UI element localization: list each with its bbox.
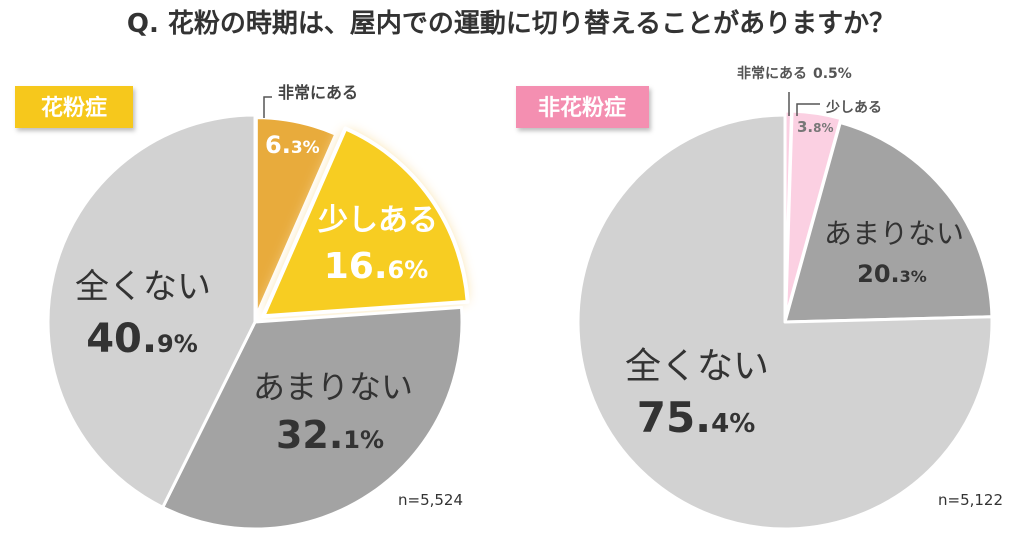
pie-non-hay-fever-slices xyxy=(576,109,994,531)
sample-size-right: n=5,122 xyxy=(938,491,1003,509)
value-not-much-left: 32.1% xyxy=(276,413,384,457)
value-not-at-all-left: 40.9% xyxy=(86,316,198,362)
page-title: Q. 花粉の時期は、屋内での運動に切り替えることがありますか？ xyxy=(127,8,895,39)
pie-slice-not-much-pieL xyxy=(161,305,464,531)
pie-hay-fever-slices xyxy=(46,113,470,531)
pie-chart-non-hay-fever: 非花粉症 非常にある 0.5% 少しある 3.8% あまりない 20.3% 全くな… xyxy=(516,65,1003,531)
badge-hay-fever xyxy=(15,86,133,128)
pie-slice-somewhat-pieL xyxy=(261,126,470,319)
label-very-often-right: 非常にある 0.5% xyxy=(737,65,852,82)
label-very-often-left: 非常にある xyxy=(278,83,358,102)
value-very-often-left: 6.3% xyxy=(265,131,320,159)
value-somewhat-left: 16.6% xyxy=(324,246,429,287)
pie-slice-not-much-pieR xyxy=(783,121,994,324)
label-not-at-all-left: 全くない xyxy=(75,267,211,307)
sample-size-left: n=5,524 xyxy=(398,491,463,509)
label-somewhat-right: 少しある xyxy=(825,99,882,116)
pie-slice-not-at-all-pieL xyxy=(46,113,257,509)
label-not-much-left: あまりない xyxy=(253,368,413,406)
callout-line-somewhat-right xyxy=(796,103,820,116)
pie-chart-hay-fever: 花粉症 非常にある 6.3% 少しある 16.6% あまりない 32.1% 全く… xyxy=(15,83,470,531)
value-not-at-all-right: 75.4% xyxy=(637,393,756,442)
badge-hay-fever-label: 花粉症 xyxy=(41,95,107,121)
badge-non-hay-fever-label: 非花粉症 xyxy=(538,95,626,121)
badge-non-hay-fever xyxy=(516,86,649,128)
value-not-much-right: 20.3% xyxy=(857,260,927,288)
pie-slice-not-at-all-pieR xyxy=(576,113,994,531)
label-not-at-all-right: 全くない xyxy=(625,346,769,387)
label-not-much-right: あまりない xyxy=(824,217,964,250)
callout-line-very-often-left xyxy=(263,96,272,118)
label-somewhat-left: 少しある xyxy=(318,203,438,238)
value-somewhat-right: 3.8% xyxy=(797,118,834,136)
